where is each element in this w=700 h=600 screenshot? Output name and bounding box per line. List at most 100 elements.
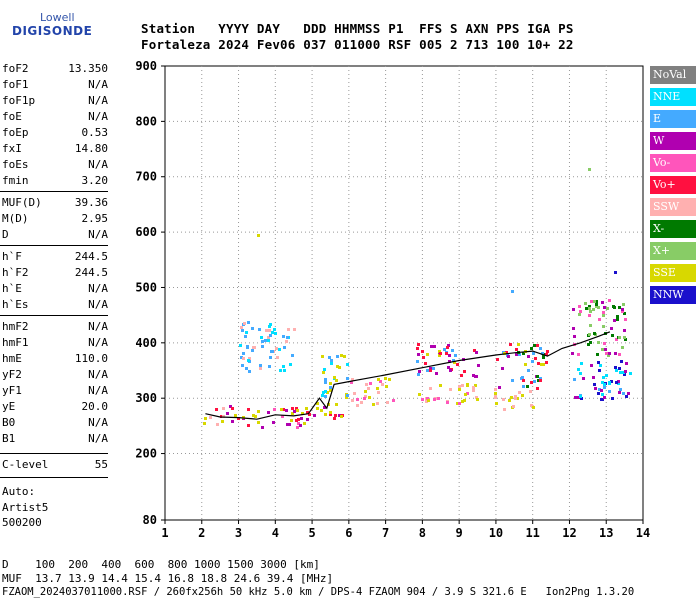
echo-point <box>623 336 626 339</box>
echo-point <box>322 391 325 394</box>
echo-point <box>623 329 626 332</box>
echo-point <box>614 366 617 369</box>
echo-point <box>322 371 325 374</box>
echo-point <box>437 397 440 400</box>
echo-point <box>536 387 539 390</box>
scaled-trace-line <box>205 331 611 420</box>
echo-point <box>303 422 306 425</box>
param-name: B0 <box>2 416 16 429</box>
y-tick-label: 800 <box>135 114 157 128</box>
echo-point <box>595 300 598 303</box>
echo-point <box>273 408 276 411</box>
echo-point <box>534 357 537 360</box>
param-value: N/A <box>88 384 108 397</box>
echo-point <box>417 373 420 376</box>
echo-point <box>532 352 535 355</box>
echo-point <box>257 421 260 424</box>
echo-point <box>425 400 428 403</box>
echo-point <box>447 344 450 347</box>
echo-point <box>619 388 622 391</box>
echo-point <box>602 311 605 314</box>
echo-point <box>616 318 619 321</box>
echo-point <box>615 338 618 341</box>
echo-point <box>245 367 248 370</box>
echo-point <box>618 336 621 339</box>
echo-point <box>460 374 463 377</box>
echo-point <box>269 356 272 359</box>
echo-point <box>379 380 382 383</box>
echo-point <box>335 379 338 382</box>
separator <box>0 191 108 192</box>
echo-point <box>291 354 294 357</box>
legend-item: SSW <box>650 198 696 216</box>
echo-point <box>242 352 245 355</box>
auto-label: Auto: <box>2 485 36 498</box>
echo-point <box>589 341 592 344</box>
lowell-logo-text: Lowell <box>40 11 75 24</box>
echo-point <box>447 366 450 369</box>
echo-point <box>334 414 337 417</box>
header-labels: Station YYYY DAY DDD HHMMSS P1 FFS S AXN… <box>141 21 574 36</box>
echo-point <box>364 390 367 393</box>
param-value: 244.5 <box>74 266 108 279</box>
legend-item: NNE <box>650 88 696 106</box>
legend-item: W <box>650 132 696 150</box>
echo-point <box>616 315 619 318</box>
echo-point <box>603 306 606 309</box>
echo-point <box>328 356 331 359</box>
separator <box>0 315 108 316</box>
digisonde-logo-text: DIGISONDE <box>12 24 93 38</box>
echo-point <box>285 409 288 412</box>
echo-point <box>597 306 600 309</box>
echo-point <box>617 380 620 383</box>
echo-point <box>607 354 610 357</box>
legend-item: NoVal <box>650 66 696 84</box>
echo-point <box>595 303 598 306</box>
echo-point <box>463 399 466 402</box>
echo-point <box>264 339 267 342</box>
echo-point <box>305 407 308 410</box>
echo-point <box>429 367 432 370</box>
separator <box>0 245 108 246</box>
echo-point <box>291 412 294 415</box>
echo-point <box>597 361 600 364</box>
echo-point <box>461 384 464 387</box>
legend-item: X+ <box>650 242 696 260</box>
echo-point <box>508 399 511 402</box>
x-tick-label: 5 <box>308 526 315 540</box>
echo-point <box>608 381 611 384</box>
echo-point <box>247 321 250 324</box>
echo-point <box>589 310 592 313</box>
echo-point <box>610 380 613 383</box>
echo-point <box>324 390 327 393</box>
echo-point <box>316 402 319 405</box>
param-value: N/A <box>88 432 108 445</box>
echo-point <box>416 360 419 363</box>
echo-point <box>588 305 591 308</box>
echo-point <box>522 385 525 388</box>
echo-point <box>222 407 225 410</box>
param-name: fmin <box>2 174 29 187</box>
echo-point <box>501 367 504 370</box>
echo-point <box>286 423 289 426</box>
echo-point <box>271 331 274 334</box>
y-tick-label: 900 <box>135 59 157 73</box>
y-tick-label: 80 <box>143 513 157 527</box>
echo-point <box>299 424 302 427</box>
footer-distance: D 100 200 400 600 800 1000 1500 3000 [km… <box>2 558 320 571</box>
echo-point <box>259 364 262 367</box>
param-name: M(D) <box>2 212 29 225</box>
legend-item: SSE <box>650 264 696 282</box>
echo-point <box>203 422 206 425</box>
echo-point <box>588 314 591 317</box>
x-tick-label: 12 <box>562 526 576 540</box>
echo-point <box>257 234 260 237</box>
echo-point <box>246 345 249 348</box>
param-value: 2.95 <box>81 212 109 225</box>
echo-point <box>274 332 277 335</box>
echo-point <box>545 361 548 364</box>
echo-point <box>372 403 375 406</box>
param-value: 244.5 <box>74 250 108 263</box>
echo-point <box>247 359 250 362</box>
echo-point <box>611 397 614 400</box>
